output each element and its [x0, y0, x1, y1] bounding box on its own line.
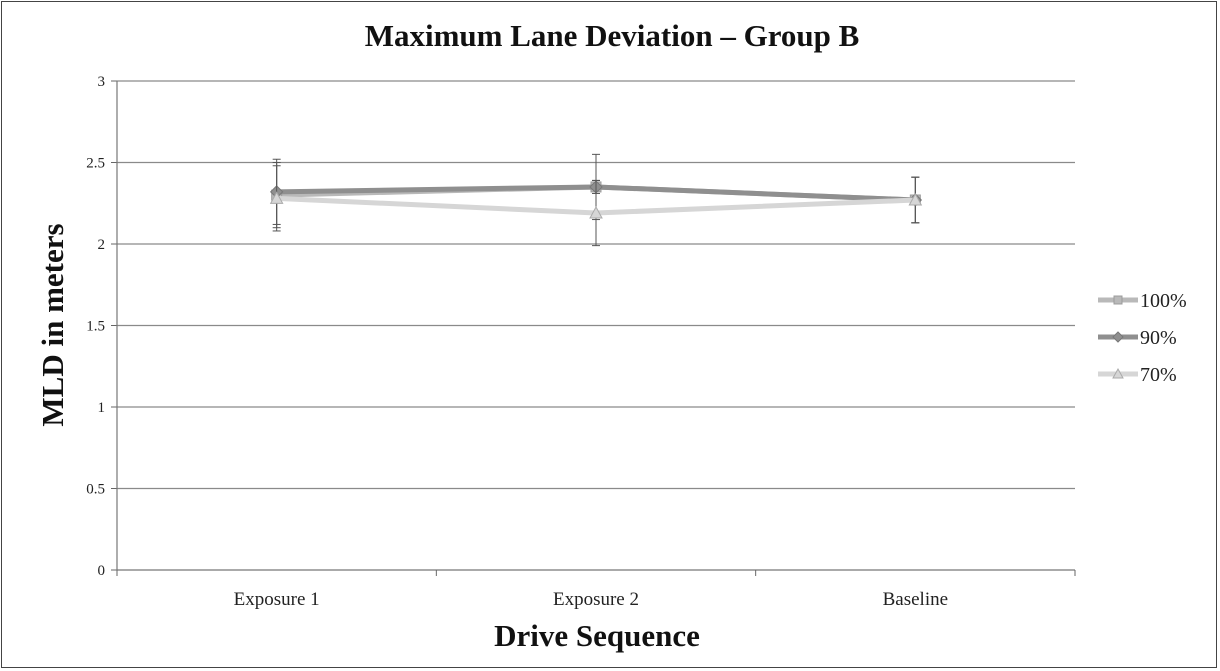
y-tick-label: 0 — [98, 563, 106, 579]
data-point — [589, 205, 603, 219]
y-tick-label: 1 — [98, 400, 106, 416]
x-tick-label: Exposure 1 — [234, 589, 320, 610]
y-tick-label: 2.5 — [86, 156, 105, 172]
chart-title: Maximum Lane Deviation – Group B — [365, 18, 860, 53]
legend-item: 90% — [1098, 327, 1177, 349]
x-tick-label: Baseline — [883, 589, 948, 610]
axes: 0 0.5 1 1.5 2 2.5 3 Exposure 1 Exposure 2 Baselin… — [86, 74, 1076, 610]
legend-label: 70% — [1140, 364, 1177, 386]
y-tick-label: 2 — [98, 237, 106, 253]
x-axis-title: Drive Sequence — [494, 618, 700, 653]
data-point — [269, 191, 284, 204]
x-tick-label: Exposure 2 — [553, 589, 639, 610]
data-point — [1112, 331, 1124, 343]
y-tick-label: 1.5 — [86, 319, 105, 335]
series-lines — [269, 153, 923, 247]
legend-item: 100% — [1098, 290, 1187, 312]
data-point — [1113, 295, 1123, 305]
data-point — [1112, 367, 1124, 379]
y-axis-title: MLD in meters — [35, 223, 70, 426]
y-tick-label: 0.5 — [86, 482, 105, 498]
data-point — [908, 192, 923, 206]
legend-item: 70% — [1098, 364, 1177, 386]
legend-label: 100% — [1140, 290, 1187, 312]
y-tick-label: 3 — [98, 74, 106, 90]
legend: 100% 90% 70% — [1098, 290, 1187, 386]
gridlines — [117, 80, 1075, 490]
legend-label: 90% — [1140, 327, 1177, 349]
series-2 — [269, 165, 923, 247]
